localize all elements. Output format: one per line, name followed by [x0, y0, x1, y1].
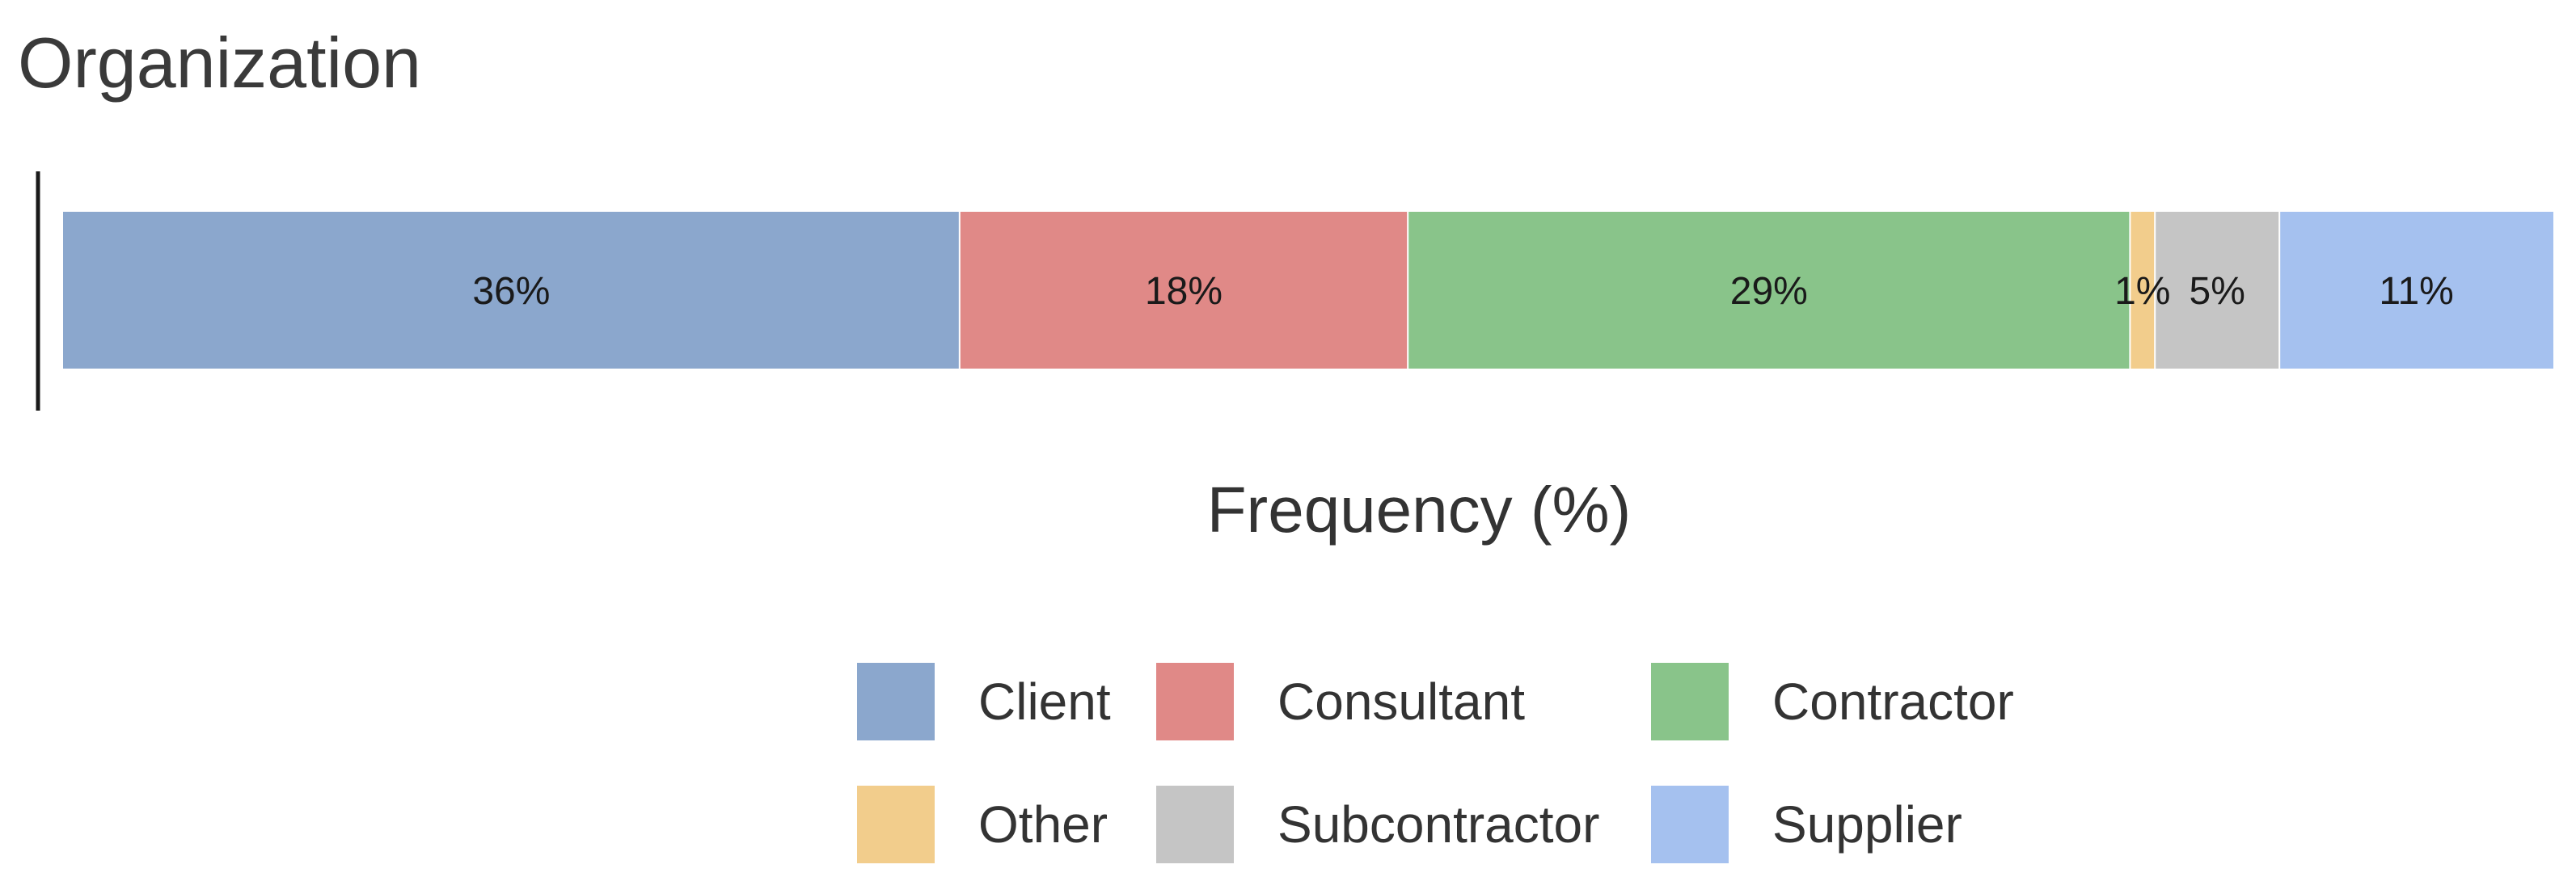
legend-label-contractor: Contractor — [1772, 673, 2014, 731]
legend-swatch-other — [857, 786, 935, 863]
bar-segments — [63, 212, 2553, 369]
legend-swatch-consultant — [1156, 663, 1234, 740]
legend-label-supplier: Supplier — [1772, 795, 1962, 854]
legend-label-other: Other — [978, 795, 1108, 854]
data-label-contractor: 29% — [1730, 270, 1808, 313]
data-label-supplier: 11% — [2379, 270, 2454, 313]
bar-segment-other — [2130, 212, 2156, 369]
bar-segment-contractor — [1408, 212, 2130, 369]
data-label-client: 36% — [472, 270, 550, 313]
data-label-subcontractor: 5% — [2190, 270, 2245, 313]
legend-label-client: Client — [978, 673, 1111, 731]
legend-swatch-contractor — [1651, 663, 1729, 740]
legend-label-subcontractor: Subcontractor — [1277, 795, 1599, 854]
legend: Client Consultant Contractor Other Subcontra… — [857, 663, 2014, 863]
legend-swatch-client — [857, 663, 935, 740]
bar-segment-client — [63, 212, 960, 369]
data-label-other: 1% — [2114, 270, 2170, 313]
x-axis-label: Frequency (%) — [1207, 474, 1632, 546]
data-labels: 36% 18% 29% 1% 5% 11% — [472, 270, 2453, 313]
bar-segment-consultant — [959, 212, 1408, 369]
legend-swatch-supplier — [1651, 786, 1729, 863]
chart-title: Organization — [18, 23, 421, 103]
legend-label-consultant: Consultant — [1277, 673, 1525, 731]
bar-segment-subcontractor — [2155, 212, 2280, 369]
data-label-consultant: 18% — [1145, 270, 1223, 313]
bar-segment-supplier — [2279, 212, 2553, 369]
legend-swatch-subcontractor — [1156, 786, 1234, 863]
